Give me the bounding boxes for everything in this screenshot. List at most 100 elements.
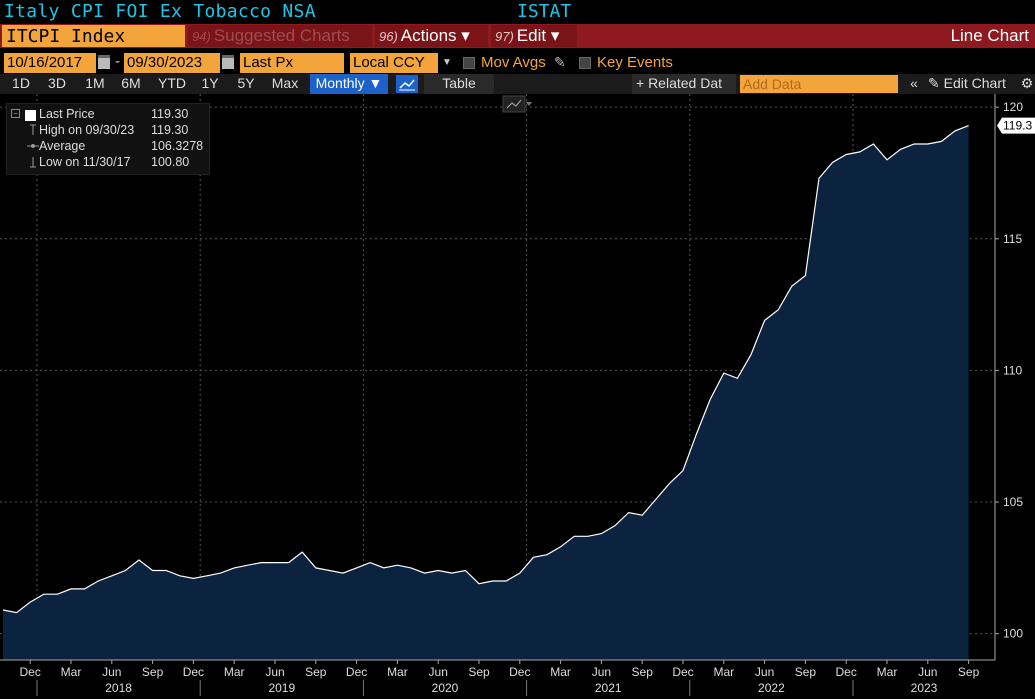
chevron-down-icon	[526, 102, 532, 106]
mov-avgs-checkbox[interactable]	[463, 57, 475, 69]
legend-row-high: High on 09/30/23 119.30	[7, 122, 211, 138]
x-tick-label: Mar	[550, 665, 571, 679]
x-tick-label: Jun	[265, 665, 284, 679]
period-button-5y[interactable]: 5Y	[237, 75, 255, 91]
year-label: 2018	[105, 681, 132, 695]
data-source: ISTAT	[517, 1, 572, 22]
date-separator: -	[115, 53, 120, 70]
x-tick-label: Sep	[142, 665, 164, 679]
chevron-down-icon[interactable]: ▼	[440, 53, 454, 73]
end-date-field[interactable]: 09/30/2023	[124, 53, 220, 73]
actions-number: 96)	[379, 29, 398, 44]
period-button-1y[interactable]: 1Y	[201, 75, 219, 91]
period-button-3d[interactable]: 3D	[48, 75, 66, 91]
average-marker-icon	[27, 144, 39, 148]
ticker-input[interactable]: ITCPI Index	[2, 25, 185, 47]
x-tick-label: Mar	[877, 665, 898, 679]
series-line	[2, 125, 969, 614]
line-chart-icon[interactable]	[396, 75, 418, 93]
legend-value: 100.80	[151, 155, 190, 169]
series-swatch	[25, 110, 36, 121]
period-button-6m[interactable]: 6M	[121, 75, 141, 91]
x-tick-label: Sep	[795, 665, 817, 679]
legend-row-average: Average 106.3278	[7, 138, 211, 154]
title-bar	[0, 0, 1035, 24]
year-label: 2023	[911, 681, 938, 695]
currency-select[interactable]: Local CCY	[350, 53, 438, 73]
price-field-select[interactable]: Last Px	[240, 53, 344, 73]
start-date-field[interactable]: 10/16/2017	[4, 53, 96, 73]
price-chart[interactable]: 100 105 110 115 120 119.3 Dec Mar Jun Sep Dec Mar Ju…	[0, 94, 1035, 699]
period-button-1m[interactable]: 1M	[85, 75, 105, 91]
calendar-icon[interactable]	[98, 55, 110, 69]
period-button-max[interactable]: Max	[271, 75, 299, 91]
legend-label: Average	[39, 139, 86, 153]
year-label: 2022	[758, 681, 785, 695]
chart-type-label: Line Chart	[580, 25, 1035, 47]
x-tick-label: Dec	[20, 665, 41, 679]
high-marker-icon	[30, 124, 36, 135]
edit-label: Edit ▾	[516, 26, 560, 45]
suggested-charts-label: Suggested Charts	[213, 26, 350, 45]
y-tick-label: 110	[1003, 363, 1022, 377]
calendar-icon[interactable]	[222, 55, 234, 69]
x-tick-label: Dec	[346, 665, 367, 679]
actions-menu-button[interactable]: 96) Actions ▾	[375, 25, 488, 47]
collapse-icon[interactable]: «	[910, 75, 918, 91]
x-tick-label: Dec	[509, 665, 530, 679]
x-tick-label: Jun	[918, 665, 937, 679]
x-tick-label: Dec	[836, 665, 857, 679]
x-tick-label: Dec	[183, 665, 204, 679]
x-tick-label: Sep	[958, 665, 980, 679]
legend-row-last-price: − Last Price 119.30	[7, 106, 211, 122]
suggested-charts-number: 94)	[192, 29, 211, 44]
x-tick-label: Jun	[429, 665, 448, 679]
y-tick-label: 105	[1003, 495, 1023, 509]
x-tick-label: Sep	[468, 665, 490, 679]
legend-label: Low on 11/30/17	[39, 155, 131, 169]
related-data-button[interactable]: + Related Dat	[632, 74, 736, 94]
edit-number: 97)	[495, 29, 514, 44]
x-tick-label: Jun	[755, 665, 774, 679]
x-tick-label: Dec	[672, 665, 693, 679]
legend-value: 119.30	[151, 107, 189, 121]
x-tick-label: Mar	[713, 665, 734, 679]
legend-label: High on 09/30/23	[39, 123, 135, 137]
year-label: 2019	[268, 681, 295, 695]
legend-row-low: Low on 11/30/17 100.80	[7, 154, 211, 170]
chart-style-icon	[506, 99, 522, 109]
edit-menu-button[interactable]: 97) Edit ▾	[491, 25, 577, 47]
legend-value: 106.3278	[151, 139, 204, 153]
y-tick-label: 115	[1003, 232, 1022, 246]
key-events-checkbox[interactable]	[579, 57, 591, 69]
period-button-ytd[interactable]: YTD	[158, 75, 186, 91]
edit-chart-button[interactable]: ✎ Edit Chart	[928, 75, 1006, 91]
legend-label: Last Price	[39, 107, 95, 121]
year-label: 2020	[432, 681, 459, 695]
key-events-label[interactable]: Key Events	[597, 54, 673, 71]
last-value-label: 119.3	[1003, 119, 1032, 133]
suggested-charts-button[interactable]: 94) Suggested Charts	[188, 25, 372, 47]
period-button-1d[interactable]: 1D	[12, 75, 30, 91]
legend-value: 119.30	[151, 123, 189, 137]
y-tick-label: 120	[1003, 100, 1023, 114]
x-tick-label: Mar	[61, 665, 82, 679]
security-title: Italy CPI FOI Ex Tobacco NSA	[4, 1, 316, 22]
x-tick-label: Sep	[305, 665, 327, 679]
low-marker-icon	[30, 157, 36, 168]
frequency-select[interactable]: Monthly ▼	[310, 74, 388, 94]
x-tick-label: Jun	[592, 665, 611, 679]
pencil-icon[interactable]: ✎	[554, 54, 566, 70]
actions-label: Actions ▾	[400, 26, 470, 45]
collapse-legend-icon[interactable]: −	[11, 109, 20, 118]
mov-avgs-label[interactable]: Mov Avgs	[481, 54, 546, 71]
x-tick-label: Sep	[632, 665, 654, 679]
x-tick-label: Mar	[224, 665, 245, 679]
line-chart-glyph	[399, 79, 415, 91]
x-tick-label: Jun	[102, 665, 121, 679]
table-button[interactable]: Table	[424, 74, 494, 94]
y-tick-label: 100	[1003, 627, 1023, 641]
gear-icon[interactable]: ⚙	[1020, 75, 1034, 91]
x-tick-label: Mar	[387, 665, 408, 679]
add-data-input[interactable]: Add Data	[740, 75, 898, 93]
